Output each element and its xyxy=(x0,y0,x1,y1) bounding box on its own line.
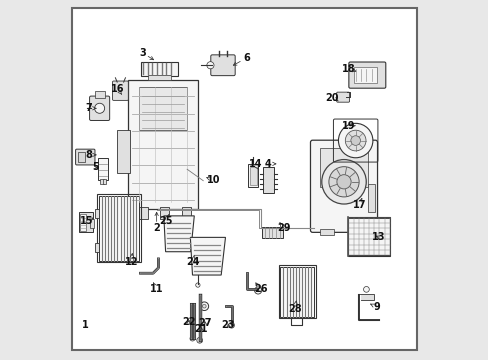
Text: 4: 4 xyxy=(264,159,271,169)
Bar xyxy=(367,184,375,212)
Bar xyxy=(102,179,106,184)
Circle shape xyxy=(321,159,366,204)
Text: 16: 16 xyxy=(110,84,123,94)
FancyBboxPatch shape xyxy=(210,55,235,76)
Text: 19: 19 xyxy=(341,121,354,131)
Bar xyxy=(78,152,85,162)
Text: 9: 9 xyxy=(373,302,380,312)
Bar xyxy=(263,167,273,193)
Bar xyxy=(353,229,367,234)
Bar xyxy=(80,214,86,231)
FancyBboxPatch shape xyxy=(76,149,95,165)
Text: 29: 29 xyxy=(277,224,290,233)
Circle shape xyxy=(338,123,372,158)
Circle shape xyxy=(206,62,214,69)
Bar xyxy=(100,179,103,184)
Bar xyxy=(128,80,198,209)
Circle shape xyxy=(328,167,358,197)
FancyBboxPatch shape xyxy=(348,62,385,88)
Text: 15: 15 xyxy=(80,216,93,226)
Text: 20: 20 xyxy=(325,93,338,103)
Text: 24: 24 xyxy=(185,257,199,267)
Text: 22: 22 xyxy=(182,317,195,327)
Text: 17: 17 xyxy=(352,200,365,210)
Text: 8: 8 xyxy=(85,150,92,160)
Bar xyxy=(182,207,190,220)
Bar xyxy=(278,265,315,318)
Bar xyxy=(353,67,376,83)
Text: 28: 28 xyxy=(287,304,301,314)
Bar xyxy=(348,218,389,255)
Bar xyxy=(160,207,169,220)
FancyBboxPatch shape xyxy=(89,96,109,121)
Bar xyxy=(89,220,94,228)
FancyBboxPatch shape xyxy=(336,92,349,102)
Bar xyxy=(347,217,389,256)
Bar xyxy=(79,212,93,232)
Circle shape xyxy=(94,103,104,113)
Bar xyxy=(117,130,129,173)
Text: 18: 18 xyxy=(341,64,355,74)
Circle shape xyxy=(195,283,200,287)
Circle shape xyxy=(254,287,261,294)
Text: 27: 27 xyxy=(198,319,211,328)
Bar xyxy=(139,87,187,130)
Bar xyxy=(94,209,99,218)
Text: 7: 7 xyxy=(85,103,92,113)
Bar xyxy=(319,148,367,187)
Circle shape xyxy=(202,305,206,308)
Bar xyxy=(247,164,258,187)
Polygon shape xyxy=(190,237,225,275)
Bar xyxy=(97,194,140,262)
Bar xyxy=(139,207,147,220)
Polygon shape xyxy=(163,216,194,252)
Text: 25: 25 xyxy=(159,216,172,226)
Text: 2: 2 xyxy=(153,224,160,233)
FancyBboxPatch shape xyxy=(112,81,128,100)
Bar xyxy=(94,91,104,98)
Bar xyxy=(359,294,373,300)
Text: 23: 23 xyxy=(221,320,235,330)
Text: 14: 14 xyxy=(248,159,262,169)
Circle shape xyxy=(190,336,195,341)
Bar xyxy=(99,196,139,261)
Text: 13: 13 xyxy=(371,232,385,242)
Text: 12: 12 xyxy=(124,257,138,267)
Text: 10: 10 xyxy=(207,175,220,185)
Circle shape xyxy=(196,337,202,343)
Bar xyxy=(140,62,178,76)
Bar xyxy=(280,267,314,317)
Text: 6: 6 xyxy=(243,53,249,63)
Bar xyxy=(319,229,333,234)
Bar xyxy=(98,158,108,180)
Text: 11: 11 xyxy=(150,284,163,294)
Bar xyxy=(249,167,256,185)
Circle shape xyxy=(336,175,350,189)
Bar xyxy=(261,227,283,238)
FancyBboxPatch shape xyxy=(310,140,377,232)
Text: 3: 3 xyxy=(139,48,145,58)
Circle shape xyxy=(200,302,208,311)
Bar xyxy=(94,243,99,252)
Text: 21: 21 xyxy=(194,324,208,334)
Circle shape xyxy=(350,136,360,145)
Circle shape xyxy=(363,287,368,292)
Text: 1: 1 xyxy=(81,320,88,330)
Circle shape xyxy=(228,322,234,328)
Text: 26: 26 xyxy=(253,284,267,294)
Text: 5: 5 xyxy=(92,162,99,172)
Bar xyxy=(147,75,171,80)
Circle shape xyxy=(345,130,365,151)
